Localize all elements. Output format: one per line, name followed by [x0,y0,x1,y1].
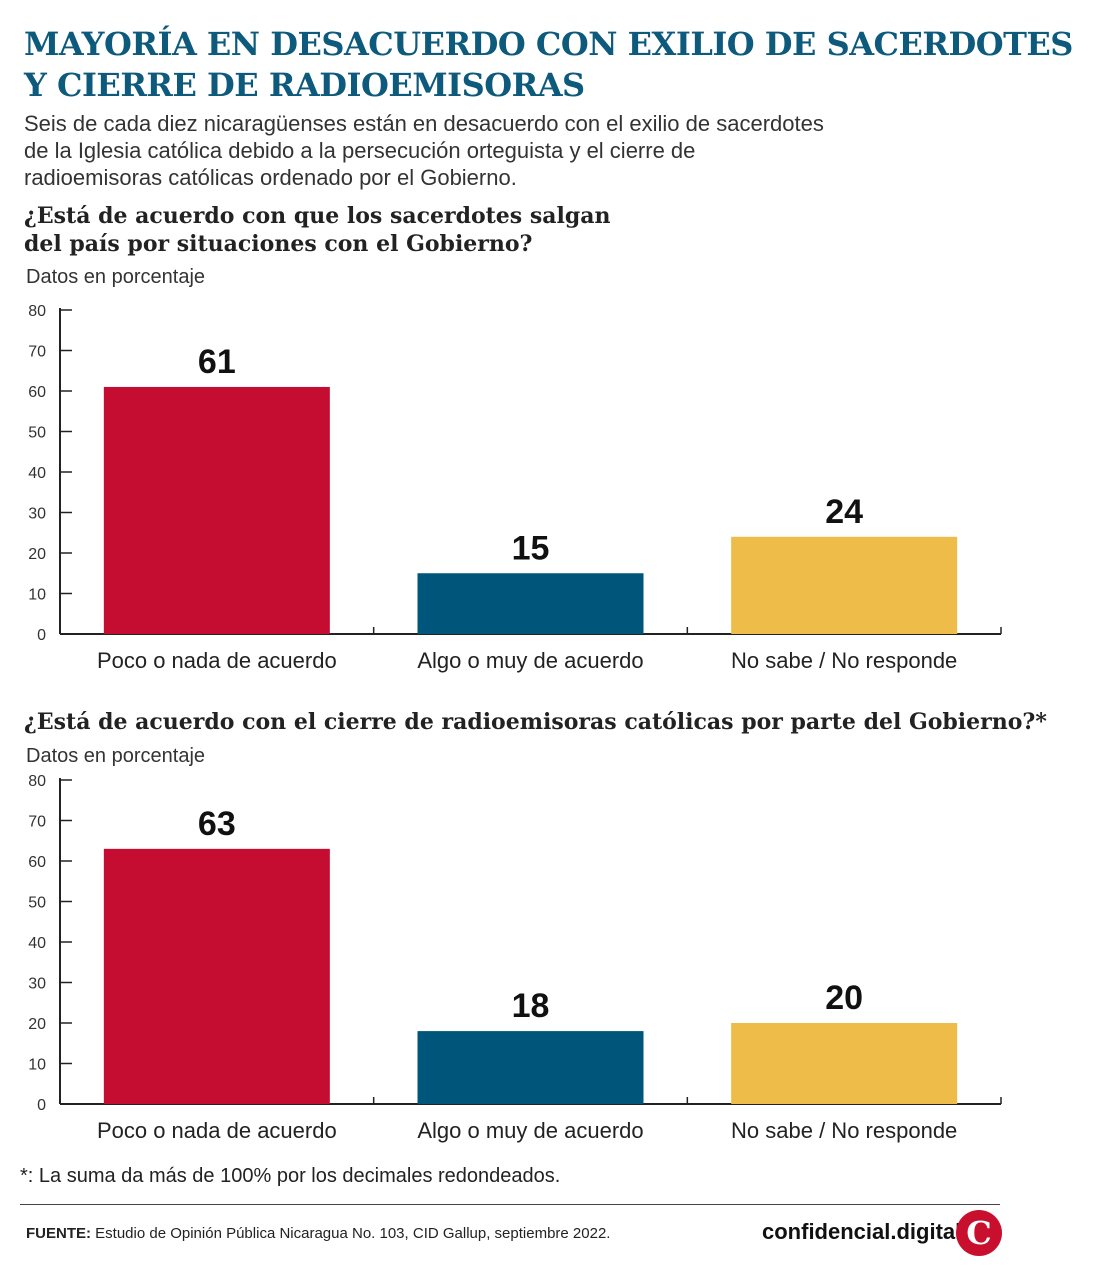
chart-2-question: ¿Está de acuerdo con el cierre de radioe… [24,709,1047,735]
y-tick-label: 0 [37,627,46,644]
x-category-label: Poco o nada de acuerdo [97,1118,337,1143]
y-tick-label: 60 [28,854,46,871]
chart-1-svg: 0 10 20 30 40 50 60 70 80 61 Poco o nada de acuerd… [28,303,1002,673]
brand-logo-icon[interactable]: C [956,1210,1002,1256]
y-tick-label: 40 [28,935,46,952]
x-category-label: Algo o muy de acuerdo [417,648,643,673]
chart-1-unit: Datos en porcentaje [26,266,206,288]
y-tick-label: 30 [28,506,46,523]
y-tick-label: 50 [28,895,46,912]
source-note: FUENTE: Estudio de Opinión Pública Nicar… [26,1225,610,1242]
bar [417,1031,644,1104]
page-subtitle: Seis de cada diez nicaragüenses están en… [24,111,824,190]
y-tick-label: 0 [37,1097,46,1114]
x-category-label: Poco o nada de acuerdo [97,648,337,673]
y-tick-label: 70 [28,814,46,831]
y-tick-label: 30 [28,976,46,993]
y-tick-label: 20 [28,546,46,563]
y-tick-label: 80 [28,303,46,320]
bar-value-label: 15 [512,529,550,567]
y-tick-label: 80 [28,773,46,790]
x-category-label: No sabe / No responde [731,1118,957,1143]
brand-name[interactable]: confidencial.digital [762,1219,962,1244]
y-tick-label: 20 [28,1016,46,1033]
bar [731,1023,958,1104]
source-label: FUENTE: [26,1225,91,1242]
bar-value-label: 20 [825,979,863,1017]
bar [731,536,958,634]
y-tick-label: 70 [28,344,46,361]
bar-value-label: 24 [825,493,863,531]
y-tick-label: 60 [28,384,46,401]
bar-value-label: 61 [198,343,236,381]
x-category-label: No sabe / No responde [731,648,957,673]
bar-value-label: 63 [198,805,236,843]
y-tick-label: 40 [28,465,46,482]
bar [417,573,644,634]
bar-value-label: 18 [512,987,550,1025]
source-text: Estudio de Opinión Pública Nicaragua No.… [91,1225,611,1242]
bar [103,386,330,634]
bar [103,848,330,1104]
divider [20,1204,1000,1205]
footnote: *: La suma da más de 100% por los decima… [20,1165,561,1187]
x-category-label: Algo o muy de acuerdo [417,1118,643,1143]
y-tick-label: 10 [28,1057,46,1074]
y-tick-label: 50 [28,425,46,442]
chart-2-svg: 0 10 20 30 40 50 60 70 80 63 Poco o nada de acuerd… [28,773,1002,1143]
chart-1-question: ¿Está de acuerdo con que los sacerdotes … [24,203,611,257]
chart-2-unit: Datos en porcentaje [26,745,206,767]
page-title: MAYORÍA EN DESACUERDO CON EXILIO DE SACE… [24,25,1073,104]
y-tick-label: 10 [28,587,46,604]
